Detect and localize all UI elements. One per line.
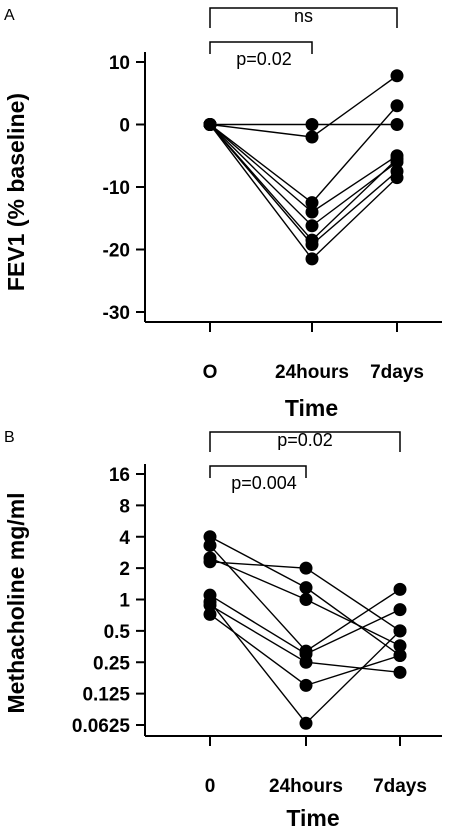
y-tick-label: 0.0625 [72,716,131,737]
significance-label: p=0.004 [231,473,297,493]
data-point [390,118,404,131]
data-point [299,581,313,595]
chart-panel-b: B 16 8 4 2 1 0.5 0.25 0.125 0.0625 Methacholine mg… [3,429,442,831]
y-axis-title: Methacholine mg/ml [3,492,29,713]
y-tick-label: 0 [119,116,130,137]
y-tick-label: 1 [119,591,130,612]
y-tick-label: 0.5 [104,622,131,643]
y-tick-label: 8 [119,496,130,517]
y-tick-label: 16 [109,465,130,486]
data-point [393,582,407,596]
data-point [305,118,319,131]
data-point [393,649,407,663]
y-axis-title: FEV1 (% baseline) [3,93,29,291]
y-tick-label: 2 [119,559,130,580]
panel-letter: B [4,429,15,446]
data-point [305,196,319,210]
data-point [299,561,313,575]
data-point [390,171,404,185]
significance-label: p=0.02 [277,430,333,450]
series-line [209,124,398,260]
y-tick-label: -20 [103,241,130,262]
data-point [393,603,407,617]
significance-bracket [209,465,307,478]
significance-bracket [209,41,313,54]
data-point [305,205,319,219]
data-point [299,716,313,730]
significance-label: p=0.02 [236,49,292,69]
y-tick-label: -30 [103,303,130,324]
series-line [209,124,398,246]
data-point [390,152,404,166]
significance-bracket [209,431,401,452]
data-point [305,238,319,251]
significance-label: ns [294,6,313,26]
data-point [393,665,407,679]
x-tick-label: O [203,362,218,383]
data-point [305,219,319,233]
data-point [393,639,407,653]
x-axis-title: Time [285,395,338,421]
y-tick-label: 0.25 [93,653,130,674]
data-point [299,593,313,606]
panel-letter: A [4,7,15,24]
data-point [299,678,313,692]
series-line [209,105,398,204]
data-point [305,130,319,144]
series-line [209,75,398,138]
data-point [203,538,217,552]
y-tick-label: 4 [119,528,130,549]
data-point [299,655,313,669]
y-tick-label: -10 [103,178,130,199]
data-point [203,555,217,569]
data-point [390,69,404,83]
data-point [203,118,217,131]
x-tick-label: 24hours [275,362,349,383]
data-point [203,607,217,621]
x-tick-label: 7days [373,776,427,797]
x-tick-label: 0 [205,776,216,797]
y-tick-label: 0.125 [82,685,130,706]
data-point [393,624,407,638]
data-point [390,99,404,113]
x-tick-label: 7days [370,362,424,383]
chart-panel-a: A 10 0 -10 -20 -30 FEV1 (% baseline) O 24hours 7d… [3,6,442,421]
significance-bracket [209,7,398,28]
y-tick-label: 10 [109,53,130,74]
x-tick-label: 24hours [269,776,343,797]
x-axis-title: Time [286,805,339,831]
data-point [203,598,217,612]
data-point [305,252,319,266]
